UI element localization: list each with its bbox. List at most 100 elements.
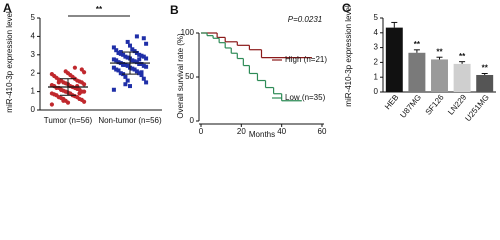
data-point — [121, 52, 126, 57]
data-point — [134, 60, 139, 65]
data-point — [79, 67, 84, 72]
y-tick-label: 50 — [185, 72, 194, 81]
x-tick-label: 0 — [199, 127, 204, 136]
x-tick-label: LN229 — [446, 92, 468, 116]
data-point — [125, 78, 130, 83]
y-tick-label: 4 — [374, 28, 379, 37]
data-point — [116, 60, 121, 65]
y-tick-label: 2 — [374, 58, 379, 67]
y-tick-label: 3 — [374, 43, 379, 52]
data-point — [72, 65, 77, 70]
x-tick-label: HEB — [383, 93, 400, 111]
data-point — [132, 49, 137, 54]
y-tick-label: 1 — [31, 87, 36, 96]
data-point — [63, 69, 68, 74]
data-point — [123, 82, 128, 87]
x-tick-label: 20 — [237, 127, 246, 136]
significance: ** — [436, 47, 443, 56]
data-point — [116, 68, 121, 73]
x-tick-label: SF126 — [424, 92, 446, 116]
data-point — [49, 72, 55, 77]
data-point — [139, 70, 144, 75]
x-tick-label: Non-tumor (n=56) — [98, 116, 162, 125]
data-point — [139, 62, 144, 66]
data-point — [141, 36, 146, 41]
data-point — [123, 54, 128, 59]
y-tick-label: 100 — [181, 28, 195, 37]
data-point — [137, 62, 142, 66]
data-point — [137, 52, 142, 57]
data-point — [82, 70, 87, 75]
x-tick-label: Tumor (n=56) — [44, 116, 93, 125]
data-point — [139, 53, 144, 58]
y-tick-label: 0 — [31, 105, 36, 114]
x-axis-label: Months — [249, 130, 275, 139]
data-point — [125, 63, 130, 68]
data-point — [121, 62, 126, 67]
data-point — [111, 57, 116, 62]
data-point — [123, 62, 128, 67]
bar — [431, 59, 448, 92]
data-point — [128, 84, 132, 89]
x-tick-label: U87MG — [398, 93, 423, 120]
data-point — [134, 50, 139, 55]
bar — [476, 74, 494, 92]
y-tick-label: 4 — [31, 32, 36, 41]
data-point — [141, 76, 146, 81]
data-point — [128, 43, 132, 48]
x-tick-label: U251MG — [463, 93, 490, 123]
bar — [385, 27, 403, 92]
data-point — [111, 65, 116, 70]
data-point — [132, 67, 137, 72]
data-point — [118, 71, 123, 76]
data-point — [49, 102, 55, 107]
data-point — [141, 63, 146, 68]
data-point — [139, 73, 144, 78]
data-point — [144, 64, 149, 69]
data-point — [144, 41, 149, 46]
data-point — [130, 66, 135, 71]
bar — [408, 52, 426, 92]
legend-label: Low (n=35) — [285, 93, 326, 102]
significance: ** — [459, 52, 466, 61]
data-point — [111, 45, 116, 50]
data-point — [137, 71, 142, 76]
data-point — [111, 87, 116, 92]
panel-label: A — [3, 1, 12, 15]
data-point — [49, 83, 55, 88]
data-point — [123, 74, 128, 79]
data-point — [125, 39, 130, 44]
data-point — [116, 50, 121, 55]
annotation: P=0.0231 — [288, 15, 322, 24]
bar — [453, 63, 471, 92]
x-tick-label: 60 — [318, 127, 327, 136]
data-point — [137, 57, 142, 62]
y-axis-label: Overall survival rate (%) — [176, 33, 185, 119]
y-axis-label: miR-410-3p expression level — [344, 5, 353, 107]
panel-label: C — [342, 1, 351, 15]
data-point — [61, 98, 66, 103]
data-point — [49, 91, 55, 96]
y-tick-label: 0 — [374, 87, 379, 96]
data-point — [118, 50, 123, 55]
y-tick-label: 5 — [31, 13, 36, 22]
data-point — [77, 91, 82, 96]
y-tick-label: 2 — [31, 68, 36, 77]
legend-label: High (n=21) — [285, 55, 327, 64]
data-point — [134, 69, 139, 74]
data-point — [59, 87, 64, 92]
significance: ** — [482, 64, 489, 73]
data-point — [114, 58, 119, 63]
data-point — [114, 67, 119, 72]
data-point — [144, 56, 149, 61]
y-tick-label: 3 — [31, 50, 36, 59]
y-tick-label: 5 — [374, 13, 379, 22]
data-point — [130, 58, 135, 63]
data-point — [125, 55, 130, 60]
x-tick-label: 40 — [277, 127, 286, 136]
significance: ** — [96, 5, 103, 14]
data-point — [130, 47, 135, 52]
y-axis-label: miR-410-3p expression level — [5, 11, 14, 113]
data-point — [141, 54, 146, 59]
data-point — [134, 34, 139, 39]
